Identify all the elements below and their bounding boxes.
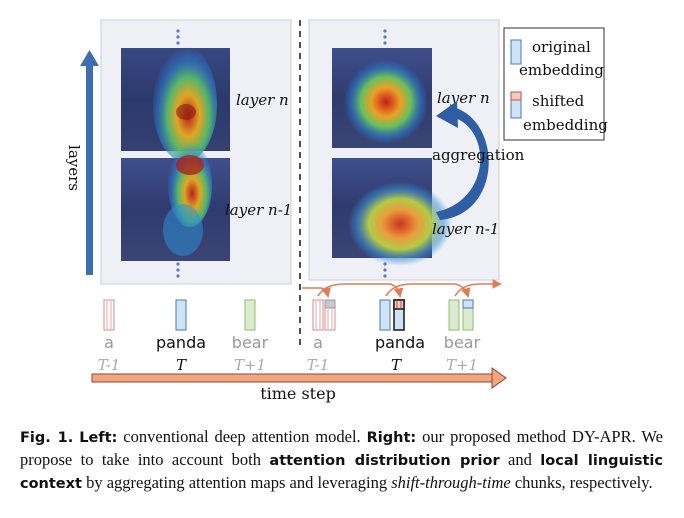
left-top-dots bbox=[176, 29, 180, 45]
token-bear-right-word: bear bbox=[444, 333, 481, 352]
right-panel: layer n layer n-1 aggregation bbox=[308, 19, 525, 281]
aggregation-arrow bbox=[436, 108, 489, 220]
caption-text-aggregating: by aggregating attention maps and levera… bbox=[81, 473, 392, 492]
legend: original embedding shifted embedding bbox=[503, 27, 608, 141]
token-a-right-word: a bbox=[313, 333, 323, 352]
caption-bold-attention-prior: attention distribution prior bbox=[269, 453, 500, 469]
legend-shifted-line1: shifted bbox=[532, 92, 585, 110]
right-top-dots bbox=[383, 29, 387, 45]
time-axis-arrow bbox=[91, 367, 507, 389]
figure-diagram: layers layer n layer n-1 bbox=[65, 19, 608, 403]
token-panda-left bbox=[175, 299, 187, 331]
right-bottom-attention-map bbox=[332, 158, 452, 266]
time-axis-label: time step bbox=[260, 384, 336, 403]
shift-arrows bbox=[302, 279, 502, 298]
caption-right-text: our proposed method DY-APR. We propose t… bbox=[20, 427, 663, 469]
caption-text-end: chunks, respectively. bbox=[510, 473, 653, 492]
caption-right-label: Right: bbox=[366, 430, 417, 446]
token-bear-left-step: T+1 bbox=[234, 356, 266, 374]
caption-left-text: conventional deep attention model. bbox=[117, 427, 367, 446]
token-a-left bbox=[103, 299, 115, 331]
token-bear-left-word: bear bbox=[232, 333, 269, 352]
legend-original-swatch bbox=[510, 39, 522, 65]
aggregation-label: aggregation bbox=[432, 146, 525, 164]
left-bottom-dots bbox=[176, 262, 180, 278]
token-a-right-step: T-1 bbox=[307, 356, 330, 374]
token-panda-right-step: T bbox=[391, 356, 402, 374]
right-top-layer-label: layer n bbox=[437, 89, 490, 107]
caption-bold-local-context: local linguistic context bbox=[20, 453, 663, 492]
token-panda-right bbox=[379, 299, 405, 331]
caption-text-and: and bbox=[499, 450, 541, 469]
legend-shifted-swatch bbox=[510, 91, 522, 119]
legend-original-line2: embedding bbox=[519, 61, 604, 79]
aggregation-arrow-head bbox=[436, 101, 458, 128]
caption-italic-shift: shift-through-time bbox=[391, 473, 511, 492]
right-tokens: a panda bear T-1 T T+1 bbox=[302, 279, 502, 374]
left-top-layer-label: layer n bbox=[236, 91, 289, 109]
right-bottom-dots bbox=[383, 262, 387, 278]
token-a-right bbox=[312, 299, 336, 331]
caption-left-label: Left: bbox=[79, 430, 118, 446]
token-bear-left bbox=[244, 299, 256, 331]
caption-fig-label: Fig. 1. bbox=[20, 430, 74, 446]
token-bear-right-step: T+1 bbox=[446, 356, 478, 374]
legend-original-line1: original bbox=[532, 38, 591, 56]
left-bottom-layer-label: layer n-1 bbox=[225, 201, 292, 219]
left-panel: layer n layer n-1 bbox=[100, 19, 292, 285]
token-panda-right-word: panda bbox=[375, 333, 425, 352]
token-a-left-step: T-1 bbox=[98, 356, 121, 374]
figure-caption: Fig. 1. Left: conventional deep attentio… bbox=[20, 426, 663, 495]
left-top-attention-map bbox=[121, 46, 230, 162]
token-a-left-word: a bbox=[104, 333, 114, 352]
layers-axis-label: layers bbox=[65, 145, 83, 191]
left-bottom-attention-map bbox=[121, 143, 230, 261]
token-panda-left-step: T bbox=[176, 356, 187, 374]
right-bottom-layer-label: layer n-1 bbox=[432, 220, 499, 238]
token-bear-right bbox=[448, 299, 474, 331]
legend-shifted-line2: embedding bbox=[523, 116, 608, 134]
layers-axis-arrow bbox=[80, 50, 99, 275]
token-panda-left-word: panda bbox=[156, 333, 206, 352]
left-tokens: a panda bear T-1 T T+1 bbox=[98, 299, 269, 374]
right-top-attention-map bbox=[332, 48, 432, 148]
